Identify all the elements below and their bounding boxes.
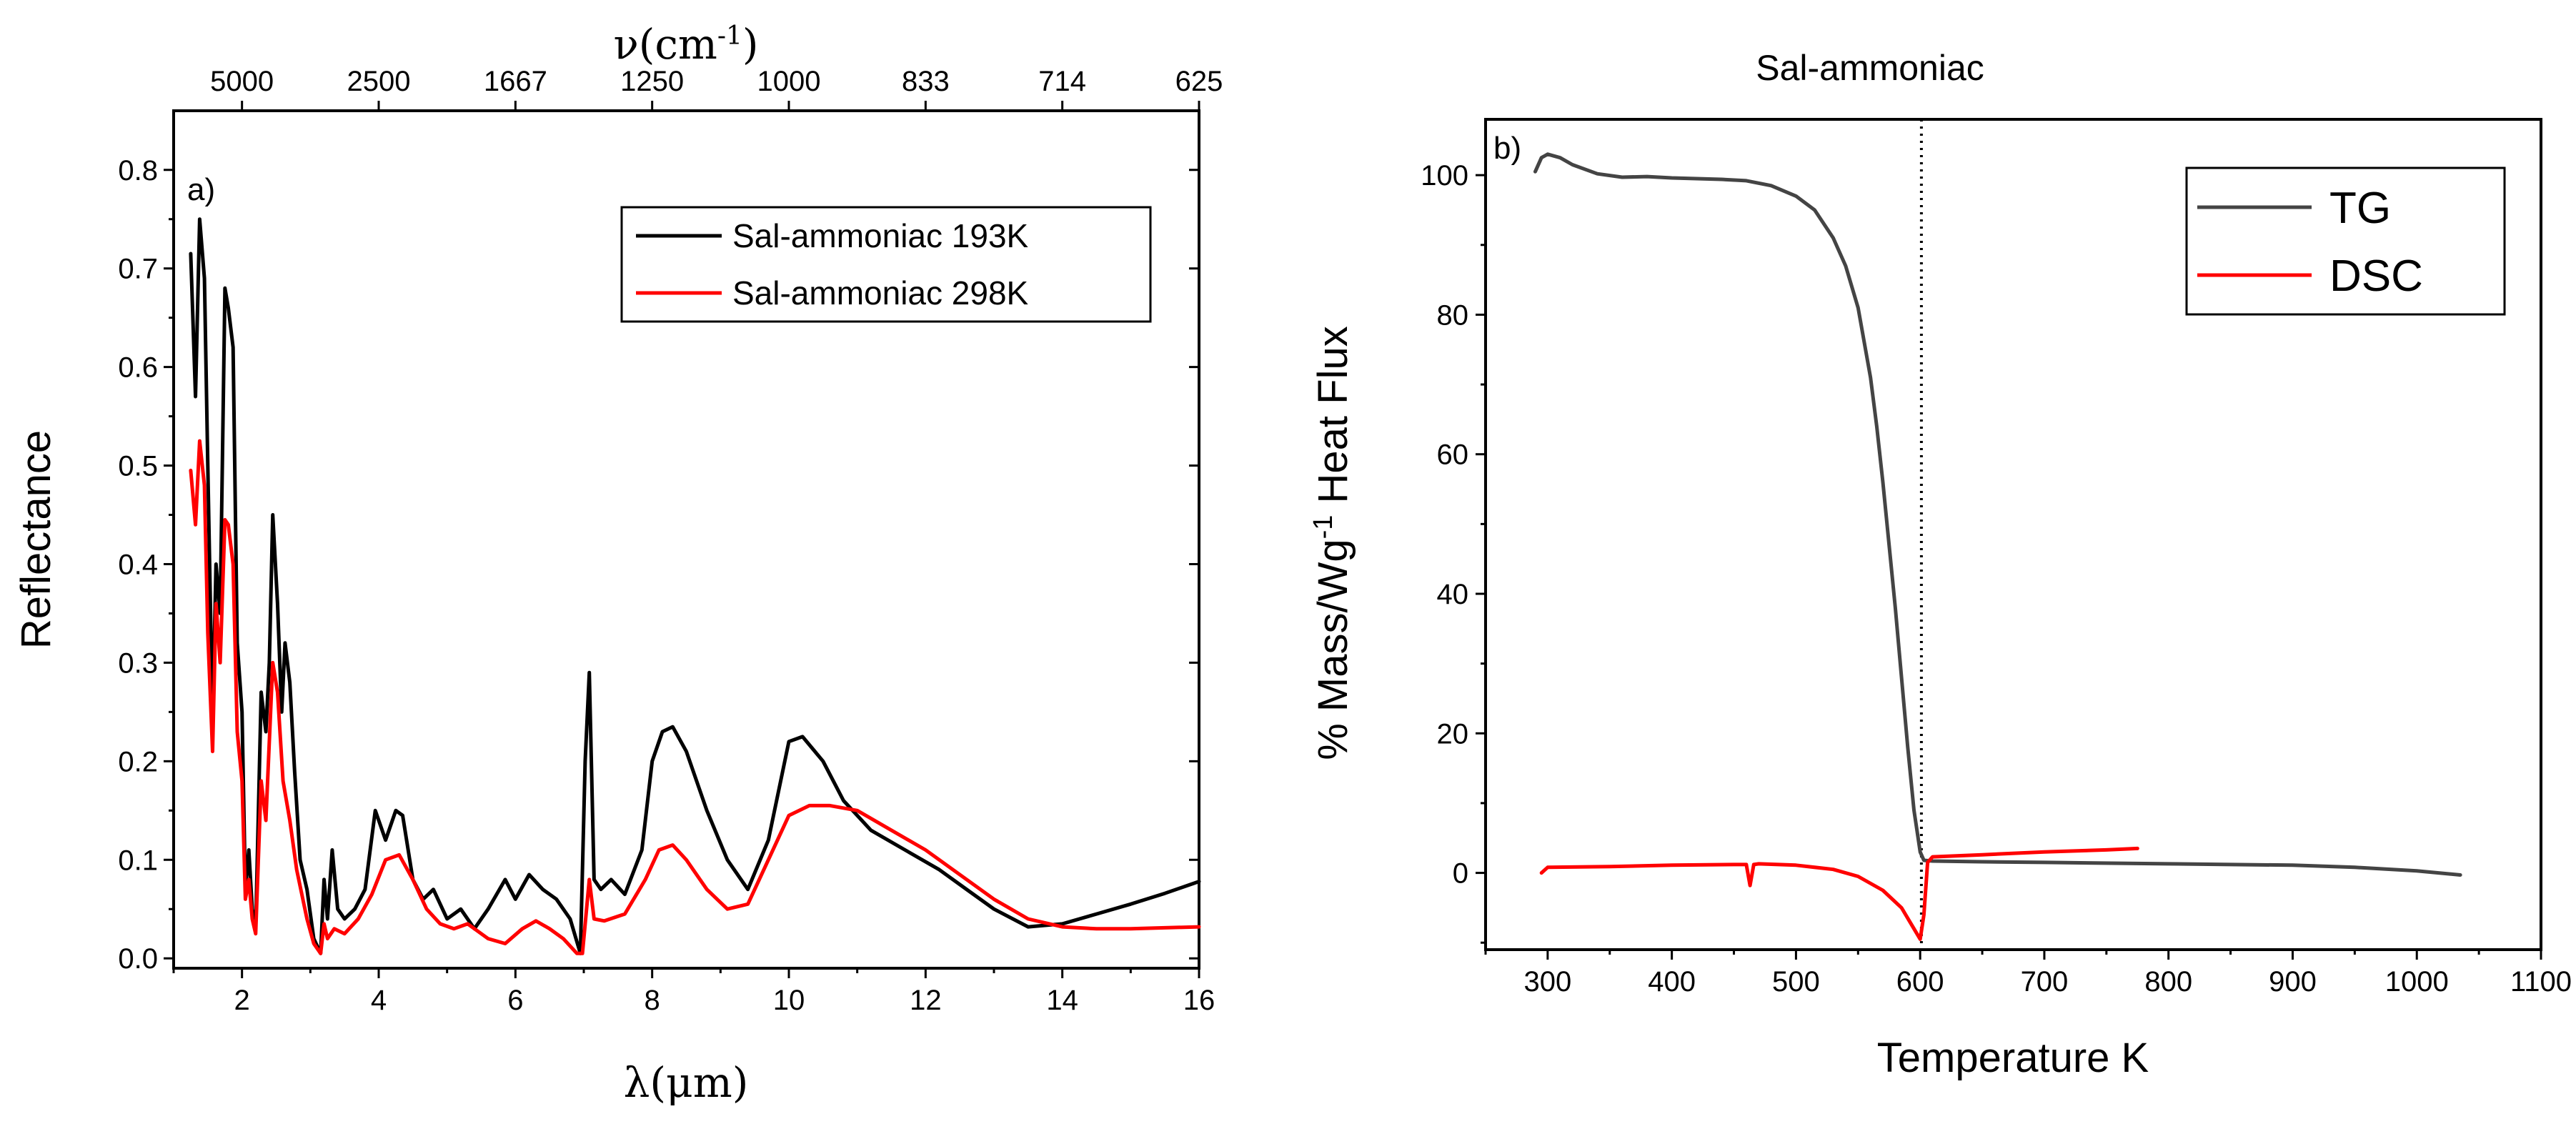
panel-a-x-tick-label: 2 — [234, 985, 250, 1016]
panel-a-x-tick-label: 14 — [1046, 985, 1078, 1016]
panel-a-x-axis-title: λ(μm) — [624, 1058, 749, 1107]
panel-a-y-tick-label: 0.1 — [118, 845, 158, 876]
y-axis-title-superscript: -1 — [1308, 515, 1338, 539]
panel-b-plot-frame — [1484, 118, 2542, 951]
panel-a-x-tick-label: 10 — [773, 985, 805, 1016]
panel-a-y-tick-label: 0.2 — [118, 746, 158, 777]
panel-b-x-tick-label: 600 — [1896, 966, 1944, 998]
panel-b-label: b) — [1493, 131, 1521, 166]
panel-a-x-tick-label: 16 — [1183, 985, 1215, 1016]
panel-b-y-axis-title: % Mass/Wg-1 Heat Flux — [1308, 326, 1356, 760]
panel-b-x-tick-label: 900 — [2269, 966, 2317, 998]
panel-a-y-tick-label: 0.6 — [118, 352, 158, 384]
panel-b-y-tick-label: 100 — [1421, 160, 1468, 192]
panel-a-top-axis-ticks: 5000 2500 1667 1250 1000 833 714 625 — [210, 66, 1223, 111]
top-axis-title-main: ν(cm — [613, 20, 717, 69]
panel-a-top-tick-label: 2500 — [347, 66, 411, 97]
panel-a-y-tick-label: 0.4 — [118, 549, 158, 580]
panel-b-y-tick-label: 0 — [1453, 858, 1468, 890]
series-line-193k — [189, 217, 1201, 955]
top-axis-title-superscript: -1 — [717, 21, 742, 51]
panel-b-title: Sal-ammoniac — [1756, 48, 1984, 88]
panel-b-y-axis-ticks: 0 20 40 60 80 100 — [1421, 160, 1486, 944]
legend-label-193k: Sal-ammoniac 193K — [732, 217, 1029, 254]
panel-b-x-tick-label: 800 — [2144, 966, 2192, 998]
panel-b-x-tick-label: 500 — [1772, 966, 1820, 998]
panel-a-top-tick-label: 714 — [1038, 66, 1086, 97]
panel-b-thermal-chart: Sal-ammoniac 300 400 500 600 700 800 900 1000 11… — [1308, 48, 2572, 1081]
panel-a-y-tick-label: 0.8 — [118, 155, 158, 186]
panel-a-x-tick-label: 4 — [371, 985, 387, 1016]
panel-a-y-tick-label: 0.0 — [118, 943, 158, 975]
panel-a-top-tick-label: 1250 — [620, 66, 684, 97]
legend-label-298k: Sal-ammoniac 298K — [732, 274, 1029, 312]
panel-b-y-tick-label: 40 — [1437, 579, 1469, 610]
y-axis-title-end: Heat Flux — [1310, 326, 1356, 514]
legend-label-tg: TG — [2329, 184, 2391, 233]
panel-a-x-tick-label: 12 — [910, 985, 942, 1016]
panel-b-y-tick-label: 80 — [1437, 299, 1469, 331]
panel-a-legend-box — [620, 206, 1152, 323]
panel-b-series-lines — [1533, 152, 2462, 941]
panel-a-x-tick-label: 8 — [645, 985, 660, 1016]
panel-b-legend: TG DSC — [2185, 166, 2506, 316]
panel-a-top-tick-label: 625 — [1175, 66, 1223, 97]
panel-a-x-tick-label: 6 — [507, 985, 523, 1016]
panel-a-top-axis-title: ν(cm-1) — [613, 20, 758, 69]
panel-a-y-tick-label: 0.3 — [118, 647, 158, 679]
series-line-298k — [189, 439, 1201, 955]
panel-a-y-axis-title: Reflectance — [13, 430, 59, 649]
panel-b-x-axis-title: Temperature K — [1877, 1035, 2149, 1081]
series-line-dsc — [1539, 846, 2139, 941]
panel-a-top-tick-label: 833 — [902, 66, 950, 97]
panel-b-x-tick-label: 1000 — [2385, 966, 2449, 998]
panel-b-x-tick-label: 1100 — [2510, 966, 2572, 998]
panel-a-series-lines — [189, 217, 1201, 955]
panel-b-y-tick-label: 20 — [1437, 718, 1469, 750]
panel-a-left-axis-ticks: 0.0 0.1 0.2 0.3 0.4 0.5 0.6 0.7 0.8 — [118, 155, 1199, 975]
panel-b-x-tick-label: 700 — [2021, 966, 2069, 998]
panel-a-y-tick-label: 0.5 — [118, 451, 158, 482]
panel-a-top-tick-label: 1000 — [757, 66, 821, 97]
panel-b-x-tick-label: 300 — [1524, 966, 1572, 998]
panel-b-y-tick-label: 60 — [1437, 439, 1469, 471]
panel-a-plot-frame — [172, 109, 1200, 970]
panel-a-label: a) — [187, 172, 215, 207]
panel-a-reflectance-chart: 2 4 6 8 10 12 14 16 0.0 0.1 0.2 0.3 0.4 0.5 0.6 0.7 0.8… — [13, 20, 1223, 1107]
y-axis-title-main: % Mass/Wg — [1310, 539, 1356, 760]
legend-label-dsc: DSC — [2329, 252, 2423, 301]
panel-a-top-tick-label: 5000 — [210, 66, 274, 97]
series-line-tg — [1533, 152, 2462, 877]
panel-b-x-axis-ticks: 300 400 500 600 700 800 900 1000 1100 — [1484, 950, 2572, 998]
panel-a-y-tick-label: 0.7 — [118, 254, 158, 285]
panel-a-bottom-axis-ticks: 2 4 6 8 10 12 14 16 — [172, 968, 1215, 1016]
top-axis-title-close: ) — [742, 20, 759, 69]
panel-a-top-tick-label: 1667 — [484, 66, 547, 97]
panel-b-legend-box — [2185, 166, 2506, 316]
panel-a-legend: Sal-ammoniac 193K Sal-ammoniac 298K — [620, 206, 1152, 323]
panel-b-x-tick-label: 400 — [1648, 966, 1696, 998]
